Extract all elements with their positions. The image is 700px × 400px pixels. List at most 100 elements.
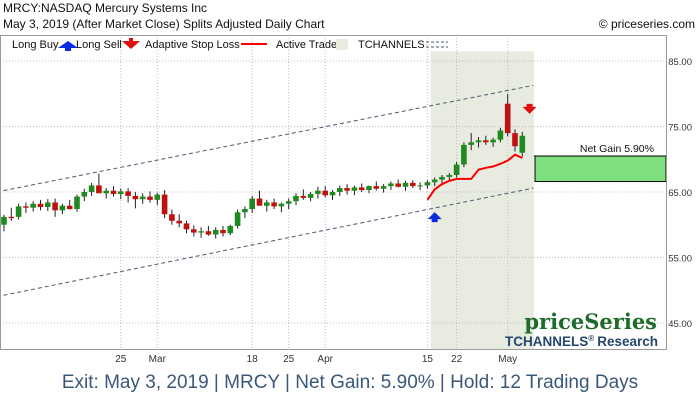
candle-body xyxy=(45,202,51,208)
candle xyxy=(15,203,22,220)
candle xyxy=(337,185,343,196)
candle xyxy=(373,181,380,191)
legend-long-sell-label: Long Sell xyxy=(76,39,122,51)
y-tick-label: 45.00 xyxy=(668,319,692,330)
candle xyxy=(37,199,44,211)
candle-body xyxy=(307,193,314,198)
candle xyxy=(161,190,168,219)
exit-summary: Exit: May 3, 2019 | MRCY | Net Gain: 5.9… xyxy=(61,372,639,393)
candle-body xyxy=(337,188,343,192)
candle xyxy=(453,161,460,178)
candle-body xyxy=(183,223,190,230)
candle xyxy=(23,202,29,213)
candle-body xyxy=(96,185,102,194)
candle xyxy=(242,206,248,219)
brand-logo: priceSeries xyxy=(524,309,657,334)
x-tick-label: 15 xyxy=(422,354,434,365)
candle-body xyxy=(285,201,292,204)
x-tick-label: Mar xyxy=(149,354,167,365)
candle xyxy=(66,199,73,210)
candle-body xyxy=(198,231,204,233)
candle-body xyxy=(220,229,226,234)
candle xyxy=(380,184,387,193)
candle xyxy=(74,194,80,212)
candle xyxy=(344,184,350,195)
candle-body xyxy=(23,206,29,208)
candle xyxy=(256,190,263,206)
candle-body xyxy=(424,182,431,186)
candle-body xyxy=(139,196,146,200)
candle-body xyxy=(88,185,95,192)
legend: Long Buy Long Sell Adaptive Stop Loss Ac… xyxy=(12,38,448,51)
candle xyxy=(285,198,292,210)
y-tick-label: 65.00 xyxy=(668,188,692,199)
candle-body xyxy=(504,103,511,134)
candle-body xyxy=(125,191,131,196)
candle xyxy=(439,174,445,185)
candle-body xyxy=(205,231,212,235)
candle xyxy=(300,189,307,200)
x-tick-label: 18 xyxy=(247,354,259,365)
candle-body xyxy=(74,196,80,210)
candle xyxy=(461,142,467,168)
tchannel-upper-line xyxy=(0,84,534,192)
candle xyxy=(504,93,511,137)
candle xyxy=(183,220,190,234)
candle xyxy=(351,185,358,196)
candle-body xyxy=(483,140,489,143)
candle-body xyxy=(161,194,168,215)
candle xyxy=(220,226,226,237)
candle xyxy=(234,209,241,229)
net-gain-box xyxy=(534,155,667,183)
candle-body xyxy=(234,212,241,227)
candle xyxy=(96,173,102,194)
candle xyxy=(139,193,146,204)
candle-body xyxy=(256,198,263,206)
candle xyxy=(249,195,255,213)
candle xyxy=(366,185,372,194)
candle-body xyxy=(315,190,321,194)
chart-title: MRCY:NASDAQ Mercury Systems Inc xyxy=(3,1,208,15)
x-tick-label: 22 xyxy=(451,354,463,365)
legend-tchannels-label: TCHANNELS xyxy=(358,39,425,51)
candle-body xyxy=(512,133,518,147)
brand-research: Research xyxy=(597,334,658,349)
candle xyxy=(278,202,285,213)
red-down-arrow-icon xyxy=(122,38,140,49)
candle xyxy=(388,181,394,191)
adaptive-stop-line xyxy=(426,153,523,201)
candle xyxy=(118,188,124,200)
candle xyxy=(358,183,365,192)
candle xyxy=(512,129,518,152)
candle xyxy=(110,186,117,197)
candle xyxy=(205,226,212,236)
candle xyxy=(176,214,182,228)
candle xyxy=(329,190,336,200)
candle xyxy=(271,198,277,210)
candle-body xyxy=(344,188,350,191)
x-tick-label: Apr xyxy=(317,354,333,365)
plot-frame xyxy=(0,35,667,350)
trade-zone-swatch xyxy=(336,39,348,50)
candle xyxy=(227,224,234,236)
candle-body xyxy=(81,192,88,197)
legend-adaptive-stop-label: Adaptive Stop Loss xyxy=(145,39,240,51)
candle-body xyxy=(212,229,219,235)
brand-product-name: TCHANNELS xyxy=(505,334,588,349)
y-tick-label: 55.00 xyxy=(668,253,692,264)
blue-up-arrow-icon xyxy=(58,41,78,51)
candle-body xyxy=(402,182,409,187)
candle-body xyxy=(490,139,496,143)
candle xyxy=(132,192,139,209)
candle xyxy=(191,225,197,237)
candle xyxy=(103,188,109,199)
candle xyxy=(446,173,453,181)
candle xyxy=(154,192,161,206)
candle-body xyxy=(519,135,526,153)
active-trade-zone xyxy=(430,51,534,350)
candle xyxy=(88,182,95,196)
candle xyxy=(431,177,438,187)
candle-body xyxy=(191,229,197,233)
candle-body xyxy=(300,195,307,198)
legend-active-trade-label: Active Trade xyxy=(276,39,337,51)
